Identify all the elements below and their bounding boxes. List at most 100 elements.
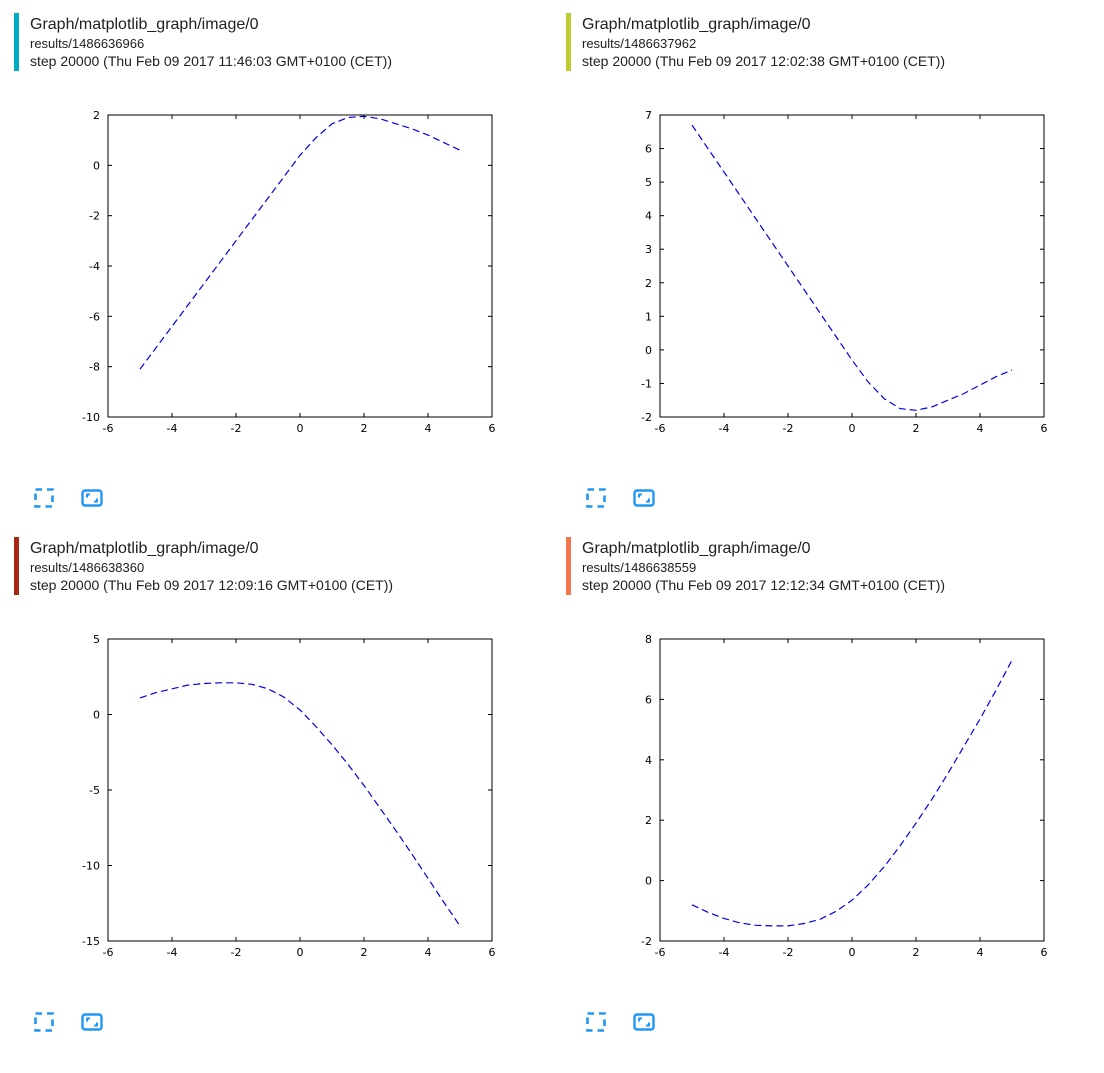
svg-text:-2: -2 [231,946,242,959]
matplotlib-plot-image: -6 -4 -2 0 2 4 6 -15 -10 -5 0 5 [82,633,496,959]
svg-text:4: 4 [425,946,432,959]
svg-text:6: 6 [645,693,652,706]
svg-text:-6: -6 [89,310,100,323]
svg-text:4: 4 [645,754,652,767]
svg-text:0: 0 [645,875,652,888]
svg-text:-6: -6 [103,422,114,435]
matplotlib-plot-image: -6 -4 -2 0 2 4 6 -10 -8 -6 -4 -2 0 2 [82,109,496,435]
image-dashboard-grid: Graph/matplotlib_graph/image/0 results/1… [14,13,1104,1035]
svg-text:0: 0 [93,159,100,172]
svg-text:-6: -6 [655,946,666,959]
svg-text:-10: -10 [82,860,100,873]
svg-text:4: 4 [645,210,652,223]
step-info: step 20000 (Thu Feb 09 2017 11:46:03 GMT… [30,53,393,69]
svg-text:7: 7 [645,109,652,122]
fullscreen-toggle-button[interactable] [583,1009,609,1035]
svg-text:-4: -4 [167,422,178,435]
image-toolbar [31,1009,552,1035]
svg-text:-8: -8 [89,361,100,374]
svg-text:6: 6 [645,143,652,156]
image-tag-title: Graph/matplotlib_graph/image/0 [582,540,811,557]
svg-text:-4: -4 [89,260,100,273]
actual-size-icon [633,1013,655,1031]
image-card-header-text: Graph/matplotlib_graph/image/0 results/1… [582,537,945,595]
svg-text:0: 0 [645,344,652,357]
svg-text:-4: -4 [167,946,178,959]
run-name: results/1486638559 [582,560,697,575]
svg-text:2: 2 [913,946,920,959]
run-color-bar [14,537,19,595]
image-card: Graph/matplotlib_graph/image/0 results/1… [14,537,552,1035]
image-card-header-text: Graph/matplotlib_graph/image/0 results/1… [30,537,393,595]
image-tag-title: Graph/matplotlib_graph/image/0 [30,16,259,33]
fullscreen-toggle-button[interactable] [31,1009,57,1035]
image-card-header-text: Graph/matplotlib_graph/image/0 results/1… [30,13,392,71]
svg-text:6: 6 [1041,946,1048,959]
svg-text:-2: -2 [641,935,652,948]
image-card: Graph/matplotlib_graph/image/0 results/1… [566,13,1104,511]
svg-text:-4: -4 [719,422,730,435]
svg-text:-2: -2 [783,422,794,435]
svg-text:2: 2 [361,422,368,435]
actual-size-icon [81,1013,103,1031]
svg-text:4: 4 [425,422,432,435]
actual-size-toggle-button[interactable] [631,1009,657,1035]
svg-text:4: 4 [977,946,984,959]
fullscreen-toggle-button[interactable] [31,485,57,511]
svg-text:-2: -2 [231,422,242,435]
svg-text:6: 6 [1041,422,1048,435]
image-card: Graph/matplotlib_graph/image/0 results/1… [14,13,552,511]
image-toolbar [583,485,1104,511]
svg-text:5: 5 [645,176,652,189]
image-toolbar [31,485,552,511]
svg-text:6: 6 [489,946,496,959]
svg-text:1: 1 [645,310,652,323]
run-color-bar [14,13,19,71]
svg-text:0: 0 [297,946,304,959]
actual-size-toggle-button[interactable] [79,485,105,511]
image-tag-title: Graph/matplotlib_graph/image/0 [582,16,811,33]
fullscreen-toggle-button[interactable] [583,485,609,511]
svg-text:2: 2 [645,277,652,290]
image-card-header: Graph/matplotlib_graph/image/0 results/1… [14,13,552,71]
svg-text:3: 3 [645,243,652,256]
svg-text:5: 5 [93,633,100,646]
plot-image-container: -6 -4 -2 0 2 4 6 -2 -1 0 1 2 3 4 5 6 7 [608,109,1104,443]
svg-text:-6: -6 [103,946,114,959]
svg-text:-2: -2 [641,411,652,424]
actual-size-toggle-button[interactable] [631,485,657,511]
plot-image-container: -6 -4 -2 0 2 4 6 -2 0 2 4 6 8 [608,633,1104,967]
svg-text:6: 6 [489,422,496,435]
matplotlib-plot-image: -6 -4 -2 0 2 4 6 -2 0 2 4 6 8 [641,633,1048,959]
run-color-bar [566,537,571,595]
image-tag-title: Graph/matplotlib_graph/image/0 [30,540,259,557]
svg-text:-10: -10 [82,411,100,424]
svg-text:4: 4 [977,422,984,435]
actual-size-icon [81,489,103,507]
svg-text:2: 2 [913,422,920,435]
image-card-header-text: Graph/matplotlib_graph/image/0 results/1… [582,13,945,71]
run-name: results/1486638360 [30,560,145,575]
svg-text:-4: -4 [719,946,730,959]
image-card-header: Graph/matplotlib_graph/image/0 results/1… [14,537,552,595]
fullscreen-icon [586,1012,606,1032]
svg-text:-2: -2 [89,210,100,223]
image-card: Graph/matplotlib_graph/image/0 results/1… [566,537,1104,1035]
step-info: step 20000 (Thu Feb 09 2017 12:02:38 GMT… [582,53,946,69]
image-card-header: Graph/matplotlib_graph/image/0 results/1… [566,13,1104,71]
svg-text:0: 0 [297,422,304,435]
fullscreen-icon [586,488,606,508]
svg-text:0: 0 [849,946,856,959]
matplotlib-plot-image: -6 -4 -2 0 2 4 6 -2 -1 0 1 2 3 4 5 6 7 [641,109,1048,435]
svg-text:0: 0 [849,422,856,435]
step-info: step 20000 (Thu Feb 09 2017 12:12:34 GMT… [582,577,946,593]
image-card-header: Graph/matplotlib_graph/image/0 results/1… [566,537,1104,595]
plot-image-container: -6 -4 -2 0 2 4 6 -15 -10 -5 0 5 [56,633,552,967]
fullscreen-icon [34,488,54,508]
svg-text:-15: -15 [82,935,100,948]
actual-size-toggle-button[interactable] [79,1009,105,1035]
svg-text:-2: -2 [783,946,794,959]
svg-text:2: 2 [645,814,652,827]
run-name: results/1486637962 [582,36,697,51]
actual-size-icon [633,489,655,507]
